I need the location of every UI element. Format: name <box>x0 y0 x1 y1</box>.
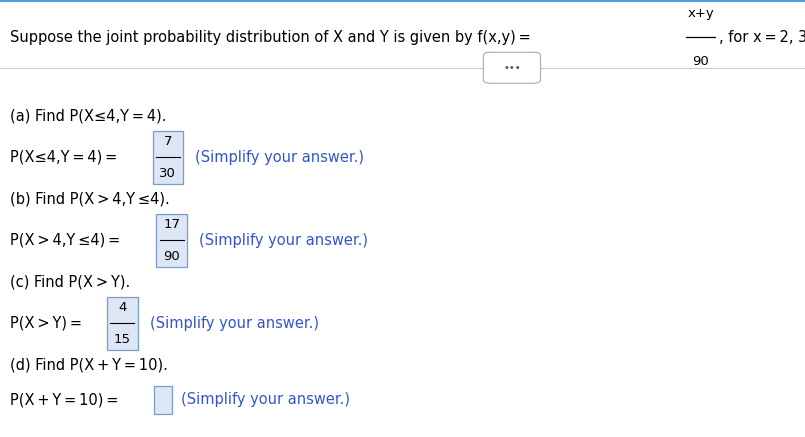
FancyBboxPatch shape <box>107 297 138 350</box>
Text: (Simplify your answer.): (Simplify your answer.) <box>181 392 350 407</box>
Text: P(X + Y = 10) =: P(X + Y = 10) = <box>10 392 122 407</box>
Text: 30: 30 <box>159 167 176 180</box>
Text: 4: 4 <box>118 301 126 314</box>
Text: 7: 7 <box>163 135 172 148</box>
Text: (d) Find P(X + Y = 10).: (d) Find P(X + Y = 10). <box>10 357 168 372</box>
Text: 15: 15 <box>114 333 131 346</box>
Text: 17: 17 <box>163 218 180 231</box>
FancyBboxPatch shape <box>153 131 184 184</box>
Text: (b) Find P(X > 4,Y ≤4).: (b) Find P(X > 4,Y ≤4). <box>10 191 170 206</box>
FancyBboxPatch shape <box>156 214 187 267</box>
Text: (Simplify your answer.): (Simplify your answer.) <box>199 233 368 248</box>
Text: (a) Find P(X≤4,Y = 4).: (a) Find P(X≤4,Y = 4). <box>10 108 167 123</box>
Text: x+y: x+y <box>687 7 714 20</box>
Text: Suppose the joint probability distribution of X and Y is given by f(x,y) =: Suppose the joint probability distributi… <box>10 30 534 45</box>
Text: (c) Find P(X > Y).: (c) Find P(X > Y). <box>10 274 130 289</box>
FancyBboxPatch shape <box>154 385 171 414</box>
Text: P(X > 4,Y ≤4) =: P(X > 4,Y ≤4) = <box>10 233 124 248</box>
Text: (Simplify your answer.): (Simplify your answer.) <box>196 150 364 165</box>
Text: P(X≤4,Y = 4) =: P(X≤4,Y = 4) = <box>10 150 121 165</box>
Text: 90: 90 <box>692 55 709 68</box>
FancyBboxPatch shape <box>483 52 541 83</box>
Text: 90: 90 <box>163 250 180 263</box>
Text: P(X > Y) =: P(X > Y) = <box>10 316 85 331</box>
Text: •••: ••• <box>503 63 521 73</box>
Text: (Simplify your answer.): (Simplify your answer.) <box>150 316 319 331</box>
Text: , for x = 2, 3, 4, 5; y = 3, 4, 5. Complete parts (a) through (d).: , for x = 2, 3, 4, 5; y = 3, 4, 5. Compl… <box>719 30 805 45</box>
